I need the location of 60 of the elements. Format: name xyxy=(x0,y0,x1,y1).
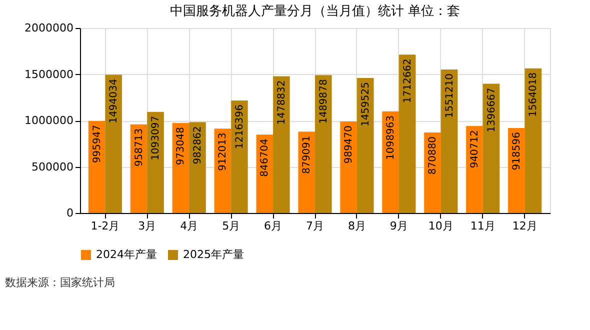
data-label: 879091 xyxy=(302,136,313,174)
bar xyxy=(340,121,357,213)
x-tick-label: 4月 xyxy=(180,220,198,232)
chart-title: 中国服务机器人产量分月（当月值）统计 单位：套 xyxy=(170,4,460,19)
data-label: 1494034 xyxy=(108,78,120,124)
data-label: 1712662 xyxy=(402,58,414,104)
data-label: 982862 xyxy=(192,126,204,164)
bar xyxy=(298,132,315,213)
x-tick-label: 3月 xyxy=(138,220,156,232)
data-label: 1459525 xyxy=(360,82,372,127)
data-label: 1564018 xyxy=(528,72,540,117)
y-tick-label: 1000000 xyxy=(24,114,74,127)
data-label: 1478832 xyxy=(276,80,288,125)
data-label: 1551210 xyxy=(444,74,456,118)
x-tick-label: 6月 xyxy=(264,220,282,232)
bar xyxy=(440,70,458,213)
bar xyxy=(382,111,399,213)
data-label: 1489878 xyxy=(318,79,330,124)
data-label: 995947 xyxy=(92,124,103,164)
data-label: 958713 xyxy=(134,128,145,167)
y-tick-label: 2000000 xyxy=(24,22,74,34)
x-tick-label: 1-2月 xyxy=(90,220,120,232)
bar xyxy=(356,78,374,213)
data-label: 1216396 xyxy=(234,104,246,150)
data-label: 1396667 xyxy=(486,88,498,132)
bar xyxy=(524,68,542,213)
data-label: 918596 xyxy=(511,132,522,170)
x-tick-label: 12月 xyxy=(512,220,538,232)
x-tick-label: 10月 xyxy=(428,220,454,232)
data-label: 1098963 xyxy=(386,115,397,160)
bar xyxy=(189,122,206,213)
data-label: 846704 xyxy=(260,138,271,177)
bar xyxy=(231,100,248,213)
bar xyxy=(147,112,164,213)
bar xyxy=(315,75,332,213)
data-label: 940712 xyxy=(469,130,480,168)
legend-label: 2024年产量 xyxy=(96,248,157,261)
x-tick-label: 5月 xyxy=(222,220,240,232)
y-tick-label: 0 xyxy=(66,206,74,220)
bar xyxy=(508,128,525,213)
bar xyxy=(398,54,416,213)
data-label: 912013 xyxy=(218,132,229,171)
x-tick-label: 9月 xyxy=(390,220,408,232)
data-label: 1093097 xyxy=(150,116,162,160)
bar xyxy=(424,132,441,213)
bar xyxy=(482,84,500,213)
bar xyxy=(273,76,290,213)
data-label: 989470 xyxy=(344,125,355,164)
source-note: 数据来源：国家统计局 xyxy=(5,276,115,289)
bar xyxy=(214,128,232,213)
x-tick-label: 8月 xyxy=(348,220,366,232)
legend-label: 2025年产量 xyxy=(183,248,244,261)
bar xyxy=(466,126,483,213)
x-tick-label: 7月 xyxy=(306,220,324,232)
x-tick-label: 11月 xyxy=(470,220,496,232)
data-label: 973048 xyxy=(176,126,187,166)
y-tick-label: 500000 xyxy=(32,160,74,174)
y-tick-label: 1500000 xyxy=(24,68,74,81)
data-label: 870880 xyxy=(428,136,438,175)
bar xyxy=(105,74,122,213)
